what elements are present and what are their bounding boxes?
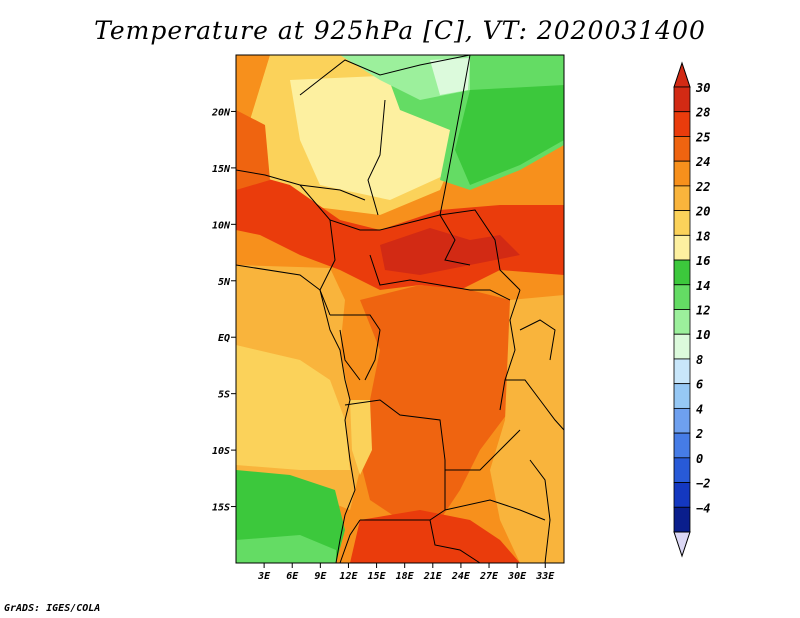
border-drc-east — [499, 289, 521, 411]
colorbar-swatch — [673, 86, 691, 113]
southwest-coast-region — [350, 400, 372, 475]
border-gabon-congo — [330, 314, 381, 381]
colorbar-label: 22 — [695, 180, 710, 194]
colorbar-swatch — [673, 333, 691, 360]
map-frame — [235, 54, 565, 564]
border-botswana — [429, 519, 481, 563]
y-axis: 20N 15N 10N 5N EQ 5S 10S 15S — [211, 107, 236, 514]
border-zimbabwe — [444, 499, 546, 521]
x-tick-label: 30E — [507, 571, 527, 582]
country-borders — [236, 55, 564, 563]
x-tick-label: 21E — [423, 571, 443, 582]
colorbar-label: 8 — [696, 353, 703, 367]
colorbar-swatch — [673, 358, 691, 385]
border-coastline-west — [236, 264, 356, 563]
border-southern-africa — [339, 519, 361, 563]
atlantic-region-20 — [236, 345, 350, 470]
colorbar-swatch — [673, 506, 691, 533]
congo-basin-region — [360, 285, 520, 520]
y-tick-label: 15S — [212, 503, 230, 514]
colorbar-top-arrow — [673, 61, 691, 88]
border-chad-sudan — [379, 214, 471, 266]
border-congo-drc — [339, 329, 361, 381]
border-tanzania — [505, 379, 564, 431]
y-tick-label: 10N — [212, 220, 231, 231]
x-tick-label: 6E — [286, 571, 299, 582]
colorbar-label: 18 — [696, 229, 710, 243]
x-tick-label: 9E — [314, 571, 327, 582]
border-car-south — [369, 254, 511, 301]
colorbar-swatch — [673, 407, 691, 434]
colorbar-label: 20 — [695, 205, 710, 219]
colorbar-swatch — [673, 309, 691, 335]
x-axis: 3E 6E 9E 12E 15E 18E 21E 24E 27E 30E 33E — [257, 563, 555, 582]
x-tick-label: 12E — [339, 571, 358, 582]
colorbar-bottom-arrow — [673, 531, 691, 558]
y-tick-label: 5N — [218, 277, 231, 288]
south-hot-region — [350, 510, 520, 563]
colorbar-swatch — [673, 383, 691, 409]
border-zambia — [445, 429, 521, 471]
border-cameroon-car — [319, 219, 336, 316]
border-angola-north — [344, 399, 446, 461]
footer-credit: GrADS: IGES/COLA — [4, 603, 101, 614]
y-tick-label: 10S — [212, 446, 230, 457]
northeast-dark-green-region — [455, 85, 564, 185]
colorbar-label: 6 — [696, 378, 703, 392]
colorbar-label: 14 — [696, 279, 710, 293]
colorbar-label: −2 — [696, 477, 710, 491]
y-tick-label: EQ — [218, 333, 230, 344]
northeast-light-region — [430, 58, 470, 95]
y-tick-label: 20N — [211, 107, 231, 118]
colorbar-label: 4 — [696, 402, 703, 416]
east-africa-region — [490, 295, 564, 563]
map-title: Temperature at 925hPa [C], VT: 202003140… — [94, 16, 706, 45]
colorbar-swatch — [673, 136, 691, 162]
y-tick-label: 5S — [218, 390, 230, 401]
colorbar-swatch — [673, 284, 691, 310]
colorbar-label: −4 — [696, 501, 710, 515]
southwest-light-green-region — [236, 535, 336, 563]
x-tick-label: 3E — [257, 571, 271, 582]
x-tick-label: 18E — [396, 571, 415, 582]
colorbar-label: 2 — [695, 427, 703, 441]
x-tick-label: 15E — [368, 571, 387, 582]
border-sahara-north — [299, 55, 471, 96]
x-tick-label: 24E — [451, 571, 471, 582]
border-mozambique — [529, 459, 551, 563]
border-east-africa-lakes — [519, 319, 556, 361]
colorbar-label: 30 — [695, 81, 710, 95]
colorbar-swatch — [673, 111, 691, 137]
sahel-core-region — [380, 228, 520, 275]
colorbar-label: 28 — [695, 106, 710, 120]
temperature-field — [236, 55, 564, 563]
x-tick-label: 27E — [479, 571, 499, 582]
colorbar-label: 16 — [696, 254, 710, 268]
x-tick-label: 33E — [535, 571, 555, 582]
border-lake-chad-meridian — [367, 99, 386, 216]
colorbar-swatch — [673, 259, 691, 286]
colorbar-label: 24 — [695, 155, 710, 169]
colorbar-swatch — [673, 234, 691, 261]
colorbar-swatch — [673, 210, 691, 236]
colorbar-swatch — [673, 160, 691, 187]
border-east-chad — [439, 209, 521, 291]
colorbar-swatch — [673, 432, 691, 459]
northwest-orange-region — [236, 110, 270, 190]
border-central-sahel — [299, 184, 380, 231]
colorbar-label: 25 — [695, 130, 710, 144]
border-sahara-east — [439, 55, 471, 216]
colorbar-label: 12 — [696, 304, 710, 318]
colorbar-swatch — [673, 185, 691, 212]
colorbar-label: 0 — [696, 452, 703, 466]
y-tick-label: 15N — [212, 164, 231, 175]
colorbar-swatch — [673, 457, 691, 483]
colorbar-label: 10 — [696, 328, 710, 342]
colorbar-swatch — [673, 482, 691, 508]
